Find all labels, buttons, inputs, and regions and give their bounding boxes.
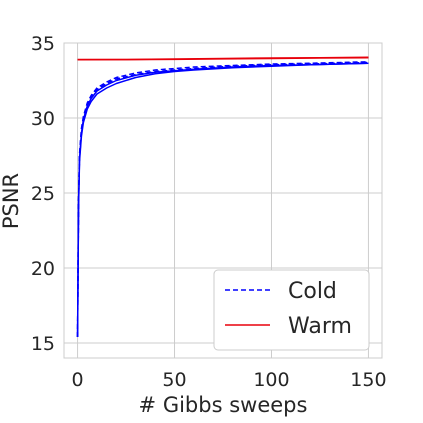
series-line-unlabeled-1-1 bbox=[76, 62, 369, 338]
legend: Cold Warm bbox=[213, 269, 370, 351]
legend-warm-label: Warm bbox=[288, 314, 352, 339]
x-axis-label: # Gibbs sweeps bbox=[139, 393, 308, 417]
x-tick-label: 150 bbox=[350, 369, 386, 391]
x-tick-label: 0 bbox=[72, 369, 84, 391]
series-layer bbox=[76, 56, 369, 338]
y-tick-label: 20 bbox=[31, 258, 55, 280]
y-tick-label: 25 bbox=[31, 183, 55, 205]
y-axis-label: PSNR bbox=[0, 173, 23, 229]
y-tick-label: 30 bbox=[31, 108, 55, 130]
series-line-warm-2-1 bbox=[77, 56, 369, 61]
legend-cold-label: Cold bbox=[288, 279, 337, 304]
y-tick-label: 15 bbox=[31, 333, 55, 355]
x-tick-label: 50 bbox=[162, 369, 186, 391]
y-tick-label: 35 bbox=[31, 33, 55, 55]
x-tick-label: 100 bbox=[253, 369, 289, 391]
tick-labels: 0 50 100 150 15 20 25 30 35 bbox=[31, 33, 387, 391]
